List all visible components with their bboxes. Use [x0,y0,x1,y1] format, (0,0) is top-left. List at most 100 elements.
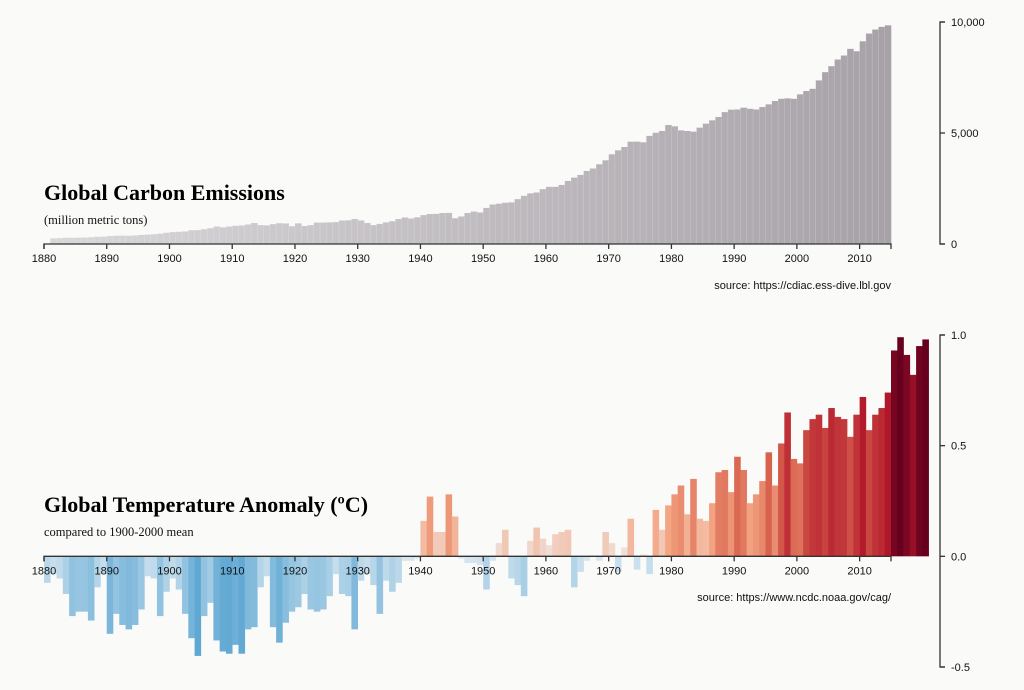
bar-1909 [225,556,233,654]
bar-1904 [194,230,202,245]
bar-1887 [87,237,95,244]
bar-1955 [514,556,522,586]
bar-2006 [834,416,842,557]
bar-1928 [345,220,352,244]
bar-1991 [740,107,747,244]
bar-1919 [288,226,296,244]
bar-2009 [853,51,860,244]
bar-1939 [414,556,421,559]
bar-1951 [489,556,497,561]
bar-1906 [207,228,214,244]
bar-1944 [445,212,453,244]
x-tick-label-1950: 1950 [471,253,495,265]
x-tick-label-1980: 1980 [659,253,683,265]
carbon-chart-subtitle: (million metric tons) [44,213,147,227]
bar-2016 [897,337,904,557]
bar-1913 [251,556,258,628]
bar-1914 [257,556,264,588]
bar-1880 [44,556,51,583]
bar-2005 [828,66,835,245]
x-tick-label-2010: 2010 [847,565,871,577]
bar-1889 [100,236,108,244]
bar-1990 [734,109,741,244]
bar-2012 [872,414,879,557]
bar-1909 [225,226,233,244]
bar-1972 [621,547,628,557]
bar-1954 [508,202,515,245]
bar-1906 [207,556,214,603]
bar-1920 [294,223,302,244]
bar-1910 [232,225,239,244]
bar-1920 [294,556,302,608]
bar-1975 [640,554,647,557]
bar-1978 [658,131,666,244]
bar-1888 [94,236,101,244]
bar-1991 [740,470,747,557]
bar-1933 [376,223,384,244]
temperature-chart-subtitle: compared to 1900-2000 mean [44,525,194,539]
bar-2000 [796,463,804,557]
bar-1928 [345,556,352,597]
bar-1930 [357,556,365,581]
bar-1973 [627,141,635,244]
bar-1967 [589,168,597,244]
bar-1957 [527,193,534,244]
bar-1934 [382,556,390,581]
bar-1988 [721,470,729,557]
bar-2007 [840,55,848,244]
bar-2015 [891,350,898,557]
bar-1998 [784,98,791,245]
bar-1984 [696,127,704,244]
bar-1961 [552,534,559,557]
bar-1934 [382,222,390,244]
bar-1969 [602,531,609,557]
x-tick-label-1890: 1890 [94,565,118,577]
bar-1898 [156,233,164,244]
bar-1932 [370,225,377,244]
bar-1953 [502,202,509,244]
bar-1985 [702,520,710,557]
bar-1987 [715,117,722,244]
bar-2007 [840,419,848,557]
bar-1926 [332,556,340,575]
bar-1983 [690,131,697,244]
bar-1966 [583,556,591,561]
bar-1982 [683,131,691,244]
bar-1885 [75,556,82,612]
temperature-y-axis: -0.5 0.0 0.5 1.0 [939,330,970,674]
bar-1979 [665,505,672,557]
x-tick-label-1900: 1900 [157,565,181,577]
bar-1899 [163,232,170,244]
bar-1981 [677,130,685,244]
bar-2011 [865,430,873,557]
bar-1970 [608,543,616,557]
x-tick-label-1940: 1940 [408,253,432,265]
bar-1988 [721,112,729,244]
bar-1980 [671,126,678,244]
bar-2013 [878,26,886,244]
bar-1903 [188,230,195,244]
bar-1884 [69,556,76,617]
bar-1890 [106,556,114,634]
bar-1903 [188,556,195,639]
bar-1891 [113,556,120,614]
bar-2018 [909,374,917,557]
y-tick-label: 0.5 [951,441,966,453]
x-tick-label-1930: 1930 [345,253,369,265]
x-tick-label-1930: 1930 [345,565,369,577]
bar-1910 [232,556,239,645]
carbon-bars [49,25,892,245]
bar-1953 [502,529,509,557]
bar-1971 [614,150,622,244]
x-tick-label-2000: 2000 [785,565,809,577]
y-tick-label: 5,000 [951,128,979,140]
bar-2014 [884,392,892,557]
bar-1897 [150,556,158,579]
bar-1922 [307,556,315,610]
bar-1980 [671,494,678,557]
bar-1923 [313,556,321,612]
x-axis-line [43,243,892,249]
bar-1942 [432,213,440,244]
bar-1977 [652,509,660,557]
bar-1945 [451,516,459,557]
